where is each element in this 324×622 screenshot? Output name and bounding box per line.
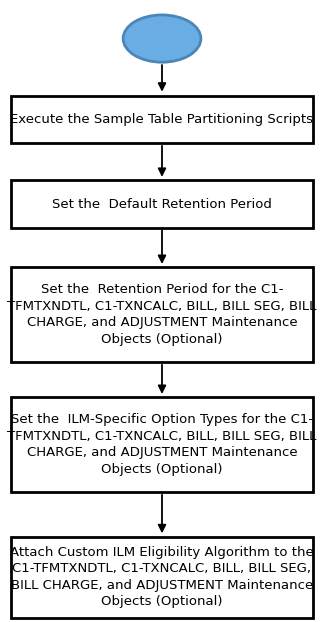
Text: Set the  ILM-Specific Option Types for the C1-
TFMTXNDTL, C1-TXNCALC, BILL, BILL: Set the ILM-Specific Option Types for th…	[7, 414, 317, 476]
FancyBboxPatch shape	[11, 537, 313, 618]
Text: Set the  Retention Period for the C1-
TFMTXNDTL, C1-TXNCALC, BILL, BILL SEG, BIL: Set the Retention Period for the C1- TFM…	[7, 284, 317, 346]
Ellipse shape	[123, 15, 201, 62]
FancyBboxPatch shape	[11, 180, 313, 228]
FancyBboxPatch shape	[11, 96, 313, 143]
FancyBboxPatch shape	[11, 267, 313, 362]
Text: Execute the Sample Table Partitioning Scripts: Execute the Sample Table Partitioning Sc…	[10, 113, 314, 126]
Text: Set the  Default Retention Period: Set the Default Retention Period	[52, 198, 272, 210]
FancyBboxPatch shape	[11, 397, 313, 492]
Text: Attach Custom ILM Eligibility Algorithm to the
C1-TFMTXNDTL, C1-TXNCALC, BILL, B: Attach Custom ILM Eligibility Algorithm …	[10, 546, 314, 608]
